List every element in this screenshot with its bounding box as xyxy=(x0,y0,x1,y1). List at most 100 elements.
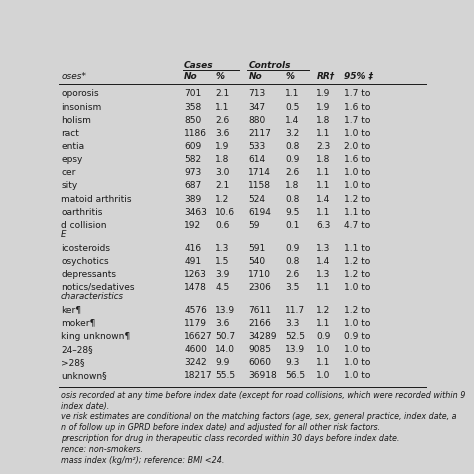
Text: %: % xyxy=(215,72,224,81)
Text: 0.6: 0.6 xyxy=(215,221,230,230)
Text: 1.3: 1.3 xyxy=(316,244,331,253)
Text: 1.0 to: 1.0 to xyxy=(344,168,370,177)
Text: 4600: 4600 xyxy=(184,345,207,354)
Text: 2117: 2117 xyxy=(248,129,271,138)
Text: 2306: 2306 xyxy=(248,283,271,292)
Text: index date).: index date). xyxy=(61,401,109,410)
Text: n of follow up in GPRD before index date) and adjusted for all other risk factor: n of follow up in GPRD before index date… xyxy=(61,423,380,432)
Text: 95% ‡: 95% ‡ xyxy=(344,72,373,81)
Text: 1478: 1478 xyxy=(184,283,207,292)
Text: moker¶: moker¶ xyxy=(61,319,95,328)
Text: 50.7: 50.7 xyxy=(215,332,236,341)
Text: 973: 973 xyxy=(184,168,201,177)
Text: oses*: oses* xyxy=(61,72,86,81)
Text: 3.5: 3.5 xyxy=(285,283,300,292)
Text: 10.6: 10.6 xyxy=(215,208,236,217)
Text: 1.1: 1.1 xyxy=(316,319,331,328)
Text: 0.9: 0.9 xyxy=(285,155,300,164)
Text: depressants: depressants xyxy=(61,270,116,279)
Text: 1158: 1158 xyxy=(248,182,272,191)
Text: osychotics: osychotics xyxy=(61,256,109,265)
Text: matoid arthritis: matoid arthritis xyxy=(61,195,132,204)
Text: 1.1: 1.1 xyxy=(285,90,300,99)
Text: 713: 713 xyxy=(248,90,266,99)
Text: 1.7 to: 1.7 to xyxy=(344,90,370,99)
Text: 1.6 to: 1.6 to xyxy=(344,103,370,112)
Text: 1.1: 1.1 xyxy=(316,208,331,217)
Text: 609: 609 xyxy=(184,142,201,151)
Text: 2.6: 2.6 xyxy=(285,168,300,177)
Text: 1.1: 1.1 xyxy=(316,129,331,138)
Text: oporosis: oporosis xyxy=(61,90,99,99)
Text: 4.5: 4.5 xyxy=(215,283,229,292)
Text: 0.9: 0.9 xyxy=(285,244,300,253)
Text: 1.4: 1.4 xyxy=(285,116,300,125)
Text: 34289: 34289 xyxy=(248,332,277,341)
Text: 18217: 18217 xyxy=(184,371,213,380)
Text: 1.1: 1.1 xyxy=(316,182,331,191)
Text: insonism: insonism xyxy=(61,103,101,112)
Text: 3.6: 3.6 xyxy=(215,319,230,328)
Text: 1179: 1179 xyxy=(184,319,207,328)
Text: 491: 491 xyxy=(184,256,201,265)
Text: 59: 59 xyxy=(248,221,260,230)
Text: 4.7 to: 4.7 to xyxy=(344,221,370,230)
Text: 36918: 36918 xyxy=(248,371,277,380)
Text: 1.8: 1.8 xyxy=(215,155,230,164)
Text: 1.4: 1.4 xyxy=(316,195,331,204)
Text: 2.6: 2.6 xyxy=(215,116,229,125)
Text: rence: non-smokers.: rence: non-smokers. xyxy=(61,446,143,455)
Text: 1.1: 1.1 xyxy=(215,103,230,112)
Text: 9.3: 9.3 xyxy=(285,358,300,367)
Text: %: % xyxy=(285,72,294,81)
Text: 591: 591 xyxy=(248,244,266,253)
Text: 1.2 to: 1.2 to xyxy=(344,256,370,265)
Text: prescription for drug in therapeutic class recorded within 30 days before index : prescription for drug in therapeutic cla… xyxy=(61,434,400,443)
Text: 1710: 1710 xyxy=(248,270,272,279)
Text: 1.9: 1.9 xyxy=(316,90,331,99)
Text: 0.9 to: 0.9 to xyxy=(344,332,370,341)
Text: 1.5: 1.5 xyxy=(215,256,230,265)
Text: 2.6: 2.6 xyxy=(285,270,300,279)
Text: 1.2: 1.2 xyxy=(215,195,229,204)
Text: mass index (kg/m²); reference: BMI <24.: mass index (kg/m²); reference: BMI <24. xyxy=(61,456,225,465)
Text: d collision: d collision xyxy=(61,221,107,230)
Text: 1.2 to: 1.2 to xyxy=(344,195,370,204)
Text: 1.0: 1.0 xyxy=(316,345,331,354)
Text: 358: 358 xyxy=(184,103,201,112)
Text: 1.4: 1.4 xyxy=(316,256,331,265)
Text: 2166: 2166 xyxy=(248,319,271,328)
Text: 1.6 to: 1.6 to xyxy=(344,155,370,164)
Text: notics/sedatives: notics/sedatives xyxy=(61,283,135,292)
Text: 1.1 to: 1.1 to xyxy=(344,208,370,217)
Text: 1.1: 1.1 xyxy=(316,358,331,367)
Text: entia: entia xyxy=(61,142,84,151)
Text: 13.9: 13.9 xyxy=(215,306,236,315)
Text: 3.0: 3.0 xyxy=(215,168,230,177)
Text: 0.5: 0.5 xyxy=(285,103,300,112)
Text: ker¶: ker¶ xyxy=(61,306,81,315)
Text: 1.9: 1.9 xyxy=(215,142,230,151)
Text: 52.5: 52.5 xyxy=(285,332,305,341)
Text: 6194: 6194 xyxy=(248,208,271,217)
Text: 1.0 to: 1.0 to xyxy=(344,283,370,292)
Text: 3.2: 3.2 xyxy=(285,129,300,138)
Text: 2.1: 2.1 xyxy=(215,90,229,99)
Text: 2.0 to: 2.0 to xyxy=(344,142,370,151)
Text: 3463: 3463 xyxy=(184,208,207,217)
Text: 1.0 to: 1.0 to xyxy=(344,345,370,354)
Text: 1.7 to: 1.7 to xyxy=(344,116,370,125)
Text: oarthritis: oarthritis xyxy=(61,208,102,217)
Text: 2.3: 2.3 xyxy=(316,142,331,151)
Text: 1.2 to: 1.2 to xyxy=(344,306,370,315)
Text: 347: 347 xyxy=(248,103,265,112)
Text: sity: sity xyxy=(61,182,77,191)
Text: 1.2 to: 1.2 to xyxy=(344,270,370,279)
Text: 4576: 4576 xyxy=(184,306,207,315)
Text: 1.3: 1.3 xyxy=(316,270,331,279)
Text: 701: 701 xyxy=(184,90,201,99)
Text: 9.9: 9.9 xyxy=(215,358,230,367)
Text: No: No xyxy=(248,72,262,81)
Text: epsy: epsy xyxy=(61,155,82,164)
Text: 1.0 to: 1.0 to xyxy=(344,129,370,138)
